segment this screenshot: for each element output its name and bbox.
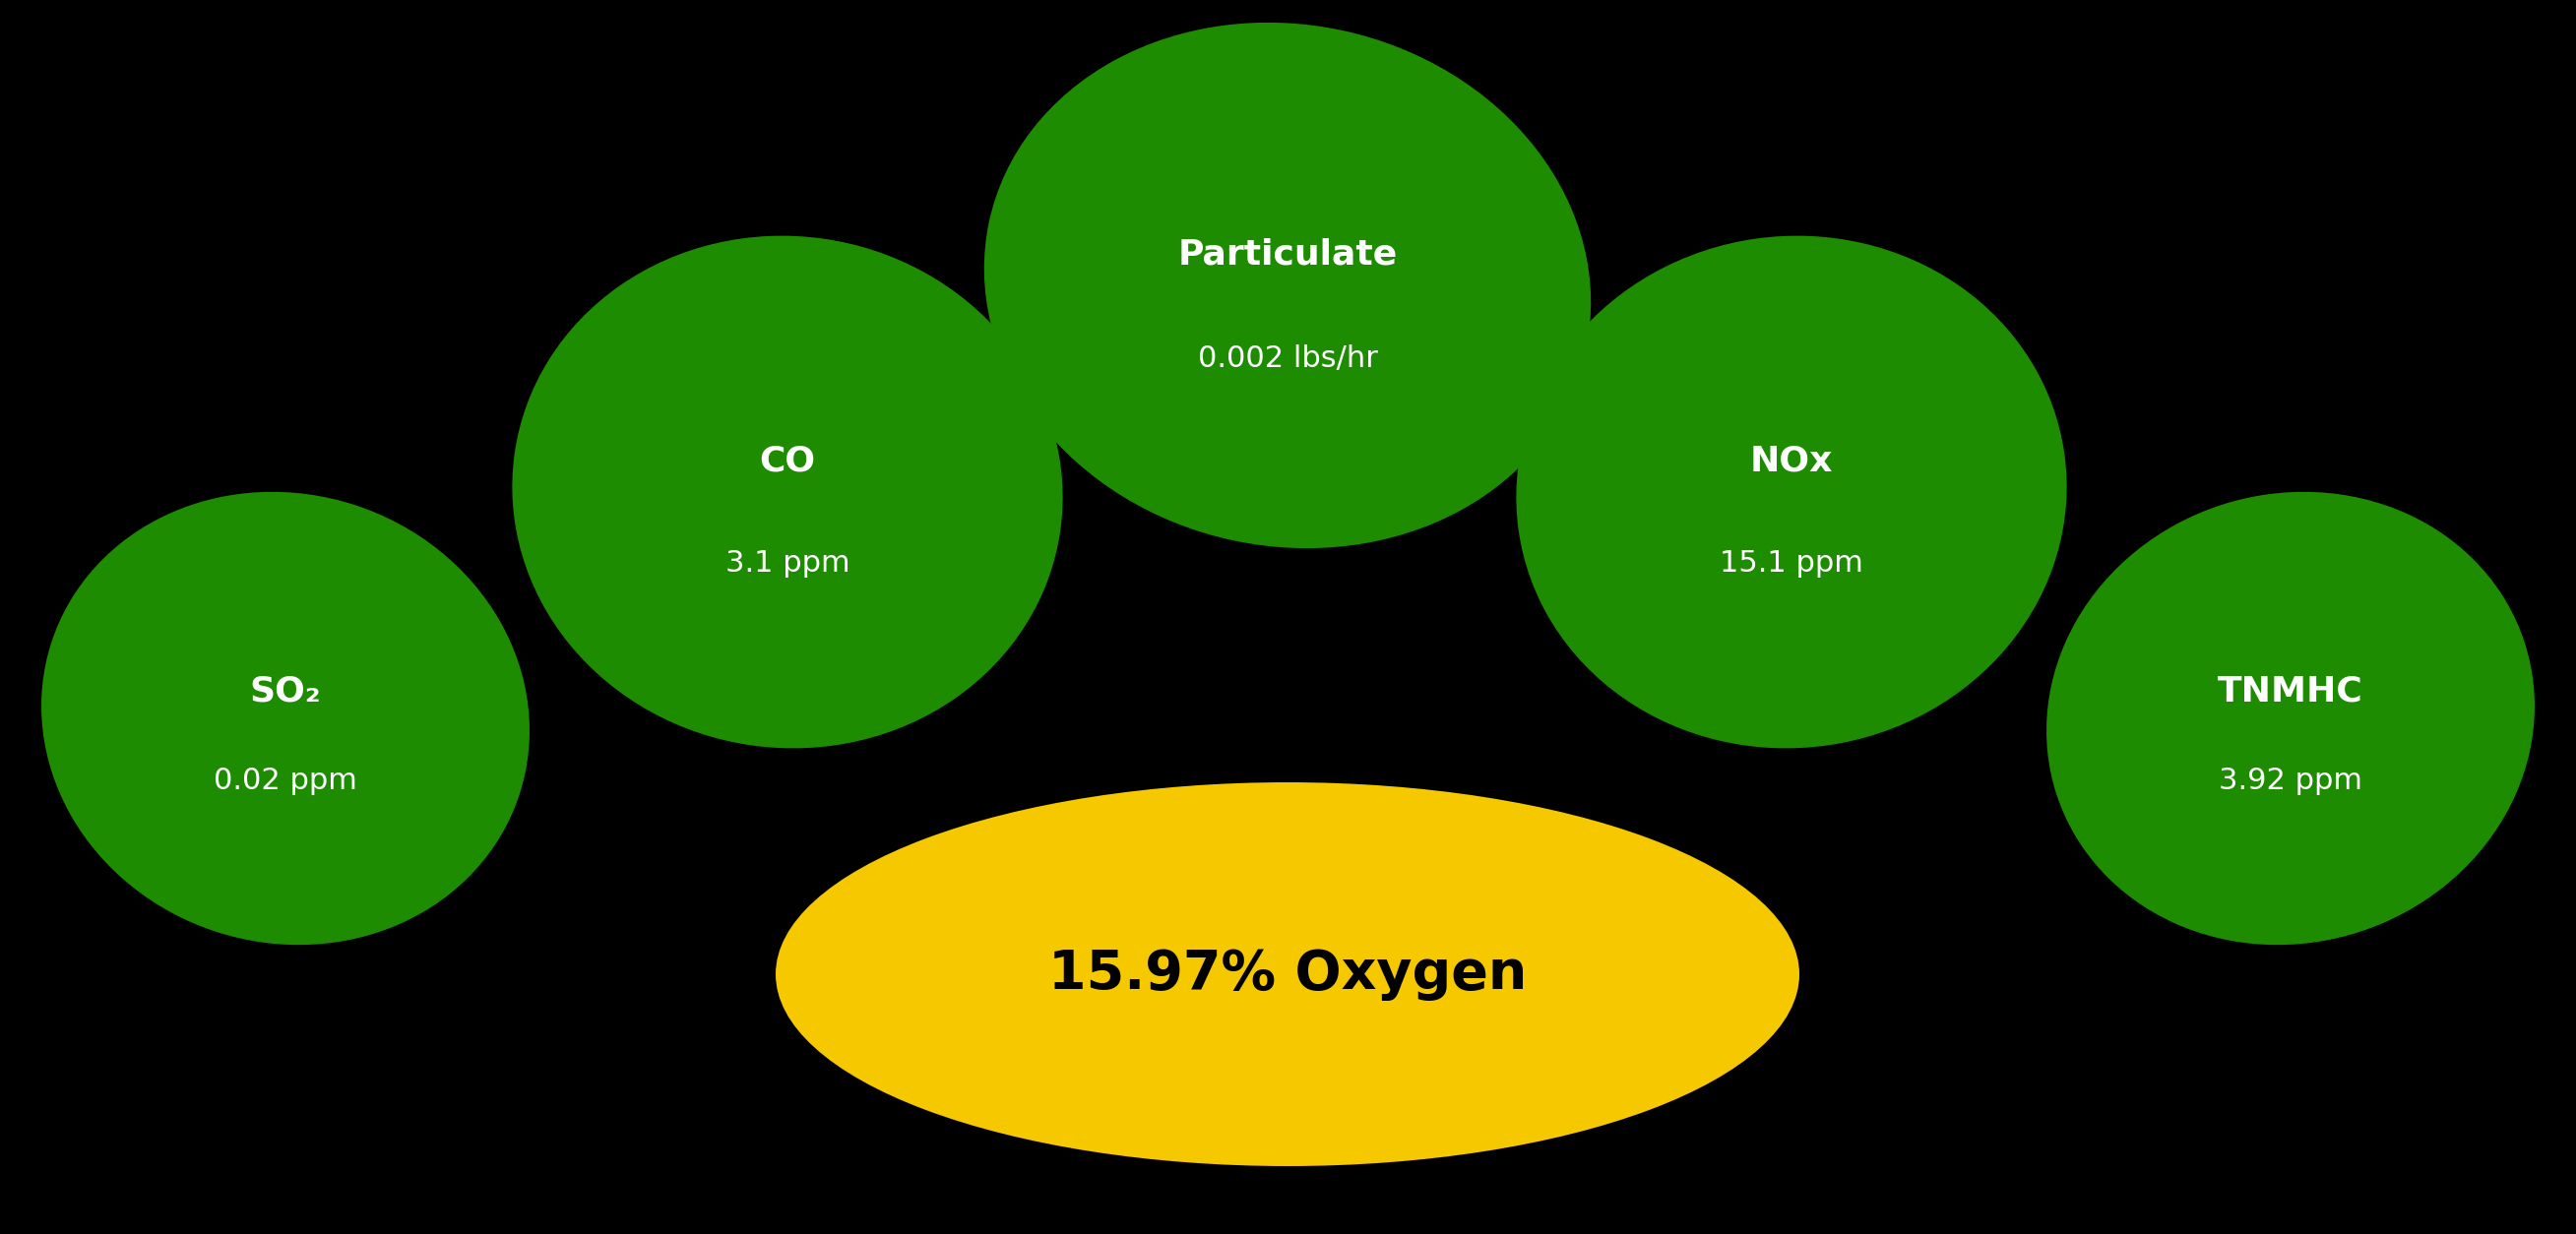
Ellipse shape <box>2045 492 2535 945</box>
Text: 15.1 ppm: 15.1 ppm <box>1721 549 1862 578</box>
Text: TNMHC: TNMHC <box>2218 675 2362 708</box>
Ellipse shape <box>41 492 531 945</box>
Ellipse shape <box>775 782 1801 1166</box>
Text: 0.02 ppm: 0.02 ppm <box>214 766 358 796</box>
Text: NOx: NOx <box>1749 444 1834 478</box>
Text: 15.97% Oxygen: 15.97% Oxygen <box>1048 948 1528 1001</box>
Text: SO₂: SO₂ <box>250 675 322 708</box>
Ellipse shape <box>984 22 1592 548</box>
Ellipse shape <box>1517 236 2066 748</box>
Text: CO: CO <box>760 444 817 478</box>
Text: 3.92 ppm: 3.92 ppm <box>2218 766 2362 796</box>
Ellipse shape <box>513 236 1064 748</box>
Text: 3.1 ppm: 3.1 ppm <box>726 549 850 578</box>
Text: Particulate: Particulate <box>1177 237 1396 270</box>
Text: 0.002 lbs/hr: 0.002 lbs/hr <box>1198 344 1378 373</box>
